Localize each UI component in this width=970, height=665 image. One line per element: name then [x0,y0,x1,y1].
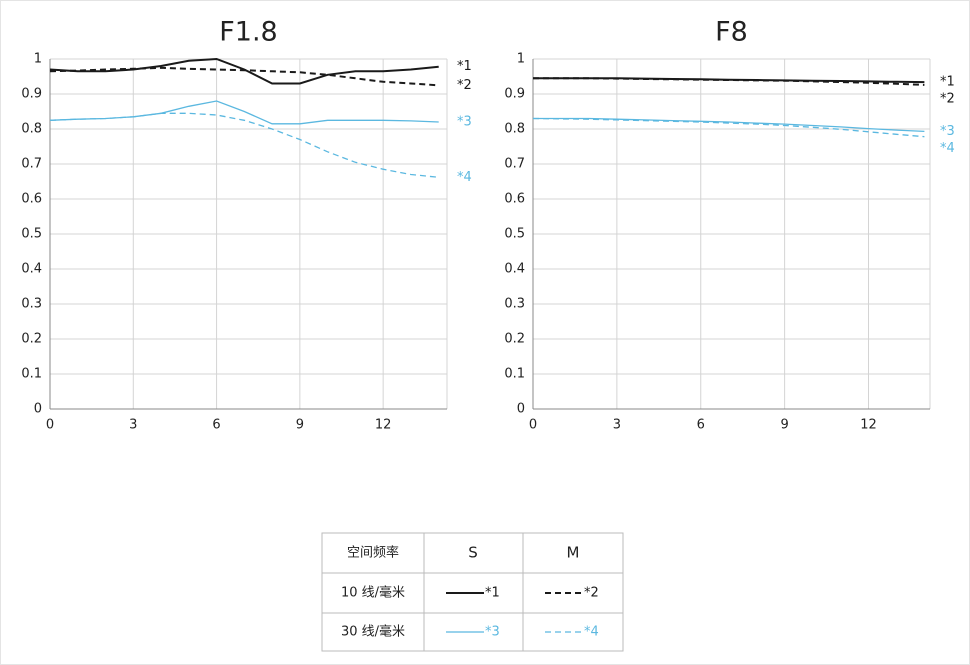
y-tick-label: 1 [517,52,525,67]
table-header: S [468,544,478,562]
y-tick-label: 0.1 [504,367,525,382]
y-tick-label: 0.2 [21,332,42,347]
y-tick-label: 0.4 [21,262,42,277]
series-end-label: *4 [457,170,472,185]
y-tick-label: 0.7 [21,157,42,172]
legend-label: *2 [584,586,599,601]
x-tick-label: 12 [375,418,392,433]
y-tick-label: 0.9 [21,87,42,102]
series-line [533,117,925,133]
x-tick-label: 12 [860,418,877,433]
y-tick-label: 0.8 [504,122,525,137]
y-tick-label: 0.7 [504,157,525,172]
series-end-label: *1 [457,59,472,74]
series-end-label: *3 [457,115,472,130]
y-tick-label: 0.1 [21,367,42,382]
y-tick-label: 0.8 [21,122,42,137]
y-tick-label: 0.4 [504,262,525,277]
x-tick-label: 9 [296,418,304,433]
chart-title: F1.8 [219,17,277,48]
series-end-label: *4 [940,141,955,156]
x-tick-label: 6 [697,418,705,433]
series-end-label: *2 [940,92,955,107]
x-tick-label: 6 [212,418,220,433]
x-tick-label: 0 [529,418,537,433]
y-tick-label: 0.9 [504,87,525,102]
y-tick-label: 0.3 [21,297,42,312]
chart-title: F8 [715,17,748,48]
y-tick-label: 0.6 [21,192,42,207]
x-tick-label: 9 [780,418,788,433]
legend-label: *1 [485,586,500,601]
y-tick-label: 0.6 [504,192,525,207]
series-end-label: *2 [457,78,472,93]
y-tick-label: 0.2 [504,332,525,347]
x-tick-label: 3 [613,418,621,433]
series-line [49,112,439,178]
series-end-label: *1 [940,75,955,90]
legend-label: *3 [485,625,500,640]
row-label: 30 线/毫米 [341,624,405,640]
table-header: M [567,544,580,562]
table-header: 空间频率 [347,545,399,561]
legend-label: *4 [584,625,599,640]
y-tick-label: 1 [34,52,42,67]
y-tick-label: 0 [34,402,42,417]
y-tick-label: 0 [517,402,525,417]
series-end-label: *3 [940,124,955,139]
row-label: 10 线/毫米 [341,585,405,601]
series-line [532,117,925,138]
y-tick-label: 0.5 [504,227,525,242]
table-border [321,532,624,652]
y-tick-label: 0.5 [21,227,42,242]
series-line [533,77,925,86]
x-tick-label: 0 [46,418,54,433]
legend-table: 空间频率 S M 10 线/毫米 30 线/毫米 *1 *2 *3 *4 [321,532,624,652]
y-tick-label: 0.3 [504,297,525,312]
series-line [49,66,439,87]
x-tick-label: 3 [129,418,137,433]
